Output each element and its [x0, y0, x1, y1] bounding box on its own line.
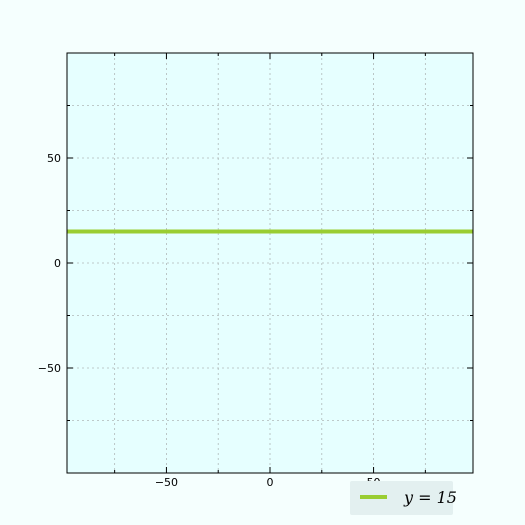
legend-box [350, 481, 453, 515]
x-tick-label: −50 [155, 476, 178, 489]
y-tick-label: 0 [54, 257, 61, 270]
legend: y = 15 [350, 481, 457, 515]
y-tick-label: 50 [47, 152, 61, 165]
x-tick-label: 0 [267, 476, 274, 489]
axis-ticks [67, 52, 473, 474]
grid [67, 52, 473, 474]
y-tick-label: −50 [38, 362, 61, 375]
legend-label: y = 15 [403, 488, 457, 507]
